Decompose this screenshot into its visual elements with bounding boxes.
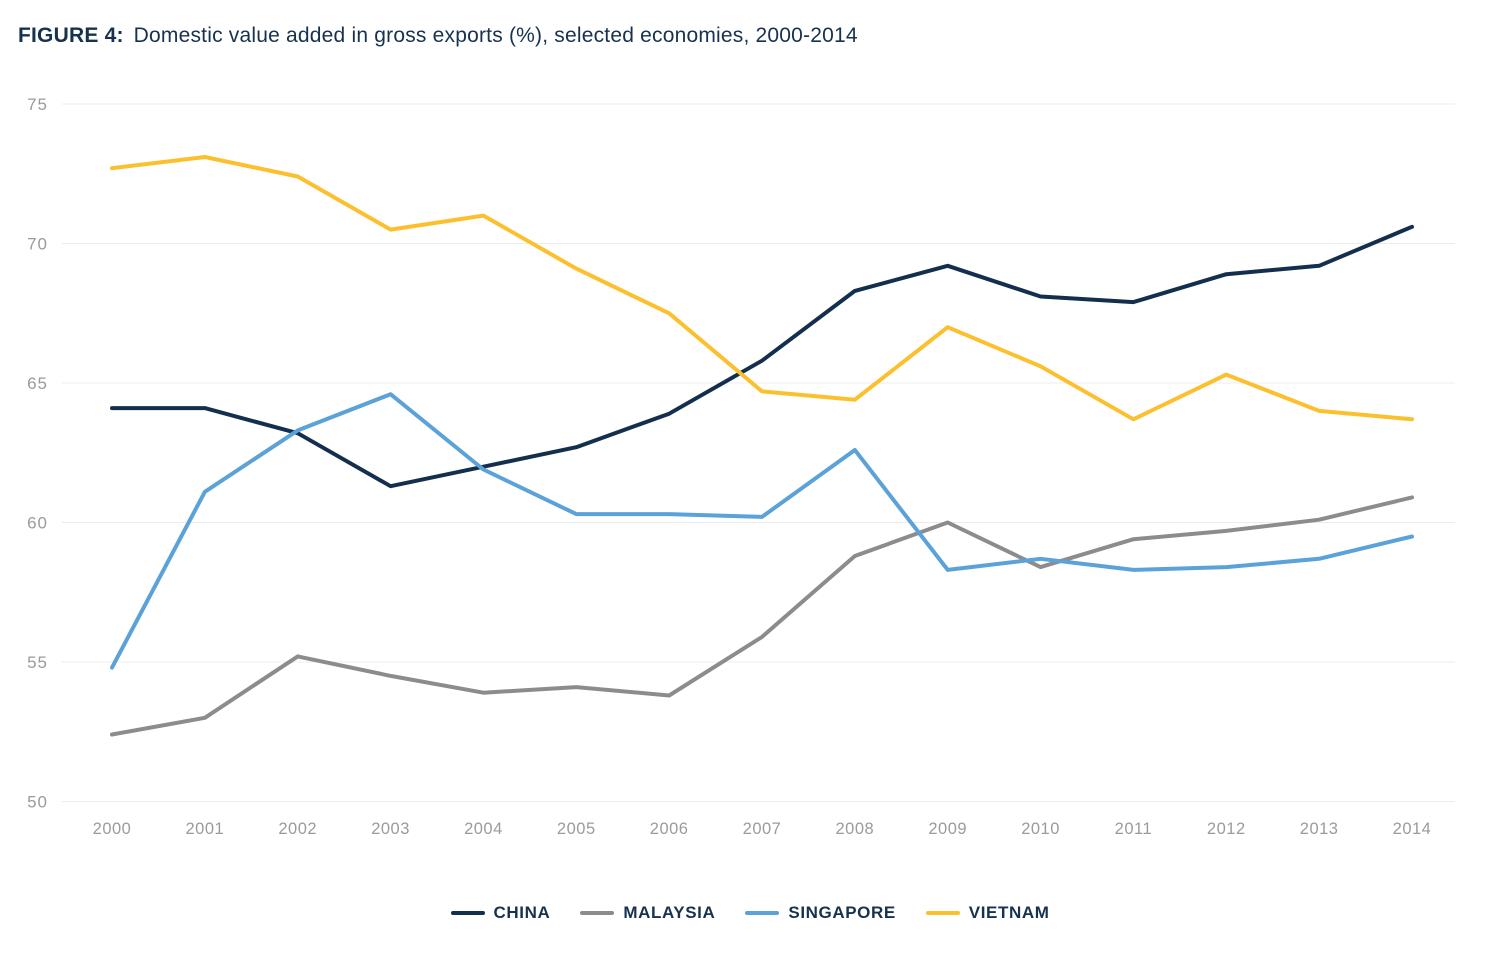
- legend-label-singapore: SINGAPORE: [788, 903, 896, 922]
- x-tick-label: 2010: [1021, 820, 1060, 838]
- x-tick-label: 2014: [1393, 820, 1432, 838]
- legend-item-malaysia: MALAYSIA: [580, 903, 715, 923]
- x-tick-label: 2001: [185, 820, 224, 838]
- legend-label-china: CHINA: [493, 903, 551, 922]
- legend-label-vietnam: VIETNAM: [968, 903, 1050, 922]
- legend-swatch-vietnam: [925, 911, 960, 915]
- x-tick-label: 2008: [835, 820, 874, 838]
- legend-label-malaysia: MALAYSIA: [623, 903, 716, 922]
- y-tick-label: 60: [27, 514, 48, 533]
- series-line-vietnam: [110, 155, 1414, 422]
- chart-header: FIGURE 4: Domestic value added in gross e…: [18, 24, 858, 48]
- x-tick-label: 2011: [1115, 820, 1152, 838]
- x-tick-label: 2000: [93, 820, 132, 838]
- y-tick-label: 50: [27, 793, 48, 812]
- chart-legend: CHINA MALAYSIA SINGAPORE VIETNAM: [0, 889, 1500, 937]
- y-tick-label: 70: [27, 235, 48, 254]
- x-tick-label: 2004: [464, 820, 503, 838]
- series-line-singapore: [110, 392, 1414, 670]
- y-tick-label: 55: [27, 653, 48, 672]
- y-tick-label: 75: [27, 95, 48, 114]
- x-tick-label: 2012: [1207, 820, 1246, 838]
- x-tick-label: 2003: [371, 820, 410, 838]
- x-tick-label: 2007: [743, 820, 782, 838]
- legend-item-singapore: SINGAPORE: [745, 903, 895, 923]
- chart-title: Domestic value added in gross exports (%…: [133, 24, 858, 47]
- x-tick-label: 2002: [278, 820, 317, 838]
- series-line-malaysia: [110, 495, 1414, 737]
- x-tick-label: 2009: [928, 820, 967, 838]
- x-tick-label: 2005: [557, 820, 596, 838]
- x-tick-label: 2006: [650, 820, 689, 838]
- y-tick-label: 65: [27, 374, 48, 393]
- series-line-china: [110, 224, 1414, 489]
- figure-label: FIGURE 4:: [18, 24, 124, 47]
- line-chart: 50 55 60 65 70 75 2000 2001 2002 2003 2004 2005 2006…: [27, 95, 1455, 838]
- legend-item-china: CHINA: [450, 903, 551, 923]
- legend-swatch-china: [450, 911, 485, 915]
- legend-swatch-malaysia: [580, 911, 615, 915]
- legend-swatch-singapore: [745, 911, 780, 915]
- x-tick-label: 2013: [1300, 820, 1339, 838]
- legend-item-vietnam: VIETNAM: [925, 903, 1050, 923]
